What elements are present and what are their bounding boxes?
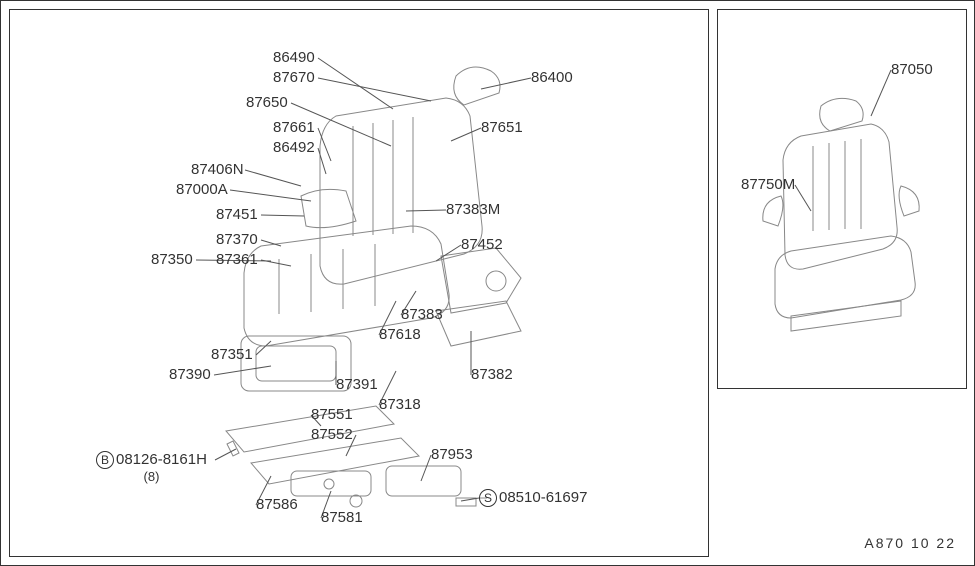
part-label-87586: 87586 bbox=[256, 496, 298, 513]
part-label-87451: 87451 bbox=[216, 206, 258, 223]
part-label-87391: 87391 bbox=[336, 376, 378, 393]
part-label-87661: 87661 bbox=[273, 119, 315, 136]
hardware-label-screw: S08510-61697 bbox=[479, 489, 587, 507]
diagram-id: A870 10 22 bbox=[864, 535, 956, 551]
part-label-87651: 87651 bbox=[481, 119, 523, 136]
part-label-87383M: 87383M bbox=[446, 201, 500, 218]
part-label-87618: 87618 bbox=[379, 326, 421, 343]
part-label-87650: 87650 bbox=[246, 94, 288, 111]
part-label-87406N: 87406N bbox=[191, 161, 244, 178]
part-label-87318: 87318 bbox=[379, 396, 421, 413]
part-label-86492: 86492 bbox=[273, 139, 315, 156]
part-label-86400: 86400 bbox=[531, 69, 573, 86]
diagram-canvas: { "diagram_id": "A870 10 22", "panels": … bbox=[0, 0, 975, 566]
part-label-87370: 87370 bbox=[216, 231, 258, 248]
part-label-87350: 87350 bbox=[151, 251, 193, 268]
part-label-87390: 87390 bbox=[169, 366, 211, 383]
part-label-87581: 87581 bbox=[321, 509, 363, 526]
part-label-87552: 87552 bbox=[311, 426, 353, 443]
part-label-87551: 87551 bbox=[311, 406, 353, 423]
part-label-87050: 87050 bbox=[891, 61, 933, 78]
part-label-87351: 87351 bbox=[211, 346, 253, 363]
part-label-86490: 86490 bbox=[273, 49, 315, 66]
part-label-87750M: 87750M bbox=[741, 176, 795, 193]
part-label-87452: 87452 bbox=[461, 236, 503, 253]
hardware-label-bolt: B08126-8161H(8) bbox=[96, 451, 207, 484]
part-label-87670: 87670 bbox=[273, 69, 315, 86]
part-label-87953: 87953 bbox=[431, 446, 473, 463]
part-label-87000A: 87000A bbox=[176, 181, 228, 198]
part-label-87361: 87361 bbox=[216, 251, 258, 268]
part-label-87383: 87383 bbox=[401, 306, 443, 323]
part-label-87382: 87382 bbox=[471, 366, 513, 383]
